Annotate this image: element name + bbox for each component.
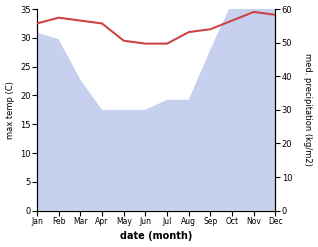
Y-axis label: max temp (C): max temp (C): [5, 81, 15, 139]
Y-axis label: med. precipitation (kg/m2): med. precipitation (kg/m2): [303, 53, 313, 166]
X-axis label: date (month): date (month): [120, 231, 192, 242]
